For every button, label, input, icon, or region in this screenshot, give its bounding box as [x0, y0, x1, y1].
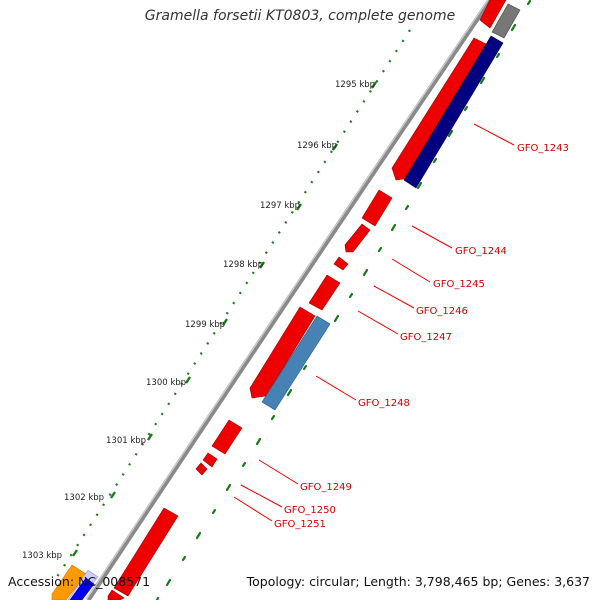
gene-label[interactable]: GFO_1244 — [455, 246, 507, 257]
inner-tick — [447, 129, 454, 138]
ruler-tick — [185, 376, 191, 384]
ruler-tick — [332, 143, 338, 151]
ruler-label: 1299 kbp — [185, 320, 225, 330]
inner-tick — [270, 414, 276, 421]
callout-line — [357, 310, 399, 335]
reverse-gene[interactable] — [261, 315, 331, 411]
ruler-tick — [371, 81, 377, 89]
inner-tick — [348, 292, 354, 299]
gene-label[interactable]: GFO_1251 — [274, 519, 326, 530]
gene-label[interactable]: GFO_1243 — [517, 143, 569, 154]
gene-label[interactable]: GFO_1247 — [400, 332, 452, 343]
inner-tick — [211, 508, 217, 515]
inner-tick — [333, 314, 340, 323]
ruler-tick — [110, 491, 116, 499]
gene-label[interactable]: GFO_1245 — [433, 279, 485, 290]
forward-gene[interactable] — [308, 274, 341, 311]
gene-label[interactable]: GFO_1246 — [416, 306, 468, 317]
ruler-track — [54, 29, 411, 581]
inner-tick — [225, 483, 232, 492]
inner-tick — [526, 0, 532, 6]
inner-tick — [302, 364, 308, 371]
callout-line — [411, 225, 453, 249]
inner-tick-track — [155, 0, 532, 600]
inner-tick — [510, 23, 517, 32]
ruler-label: 1300 kbp — [146, 378, 186, 388]
forward-gene[interactable] — [391, 37, 491, 181]
inner-tick — [241, 461, 247, 468]
inner-tick — [479, 76, 486, 85]
inner-tick — [432, 157, 438, 164]
inner-tick — [362, 268, 369, 277]
ruler-tick — [259, 261, 265, 269]
callout-line — [373, 285, 415, 309]
forward-gene[interactable] — [195, 462, 208, 476]
reverse-gene[interactable] — [491, 3, 521, 39]
genome-backbone — [85, 0, 493, 600]
callout-line — [240, 484, 283, 508]
callout-line — [258, 459, 299, 485]
inner-tick — [416, 181, 423, 190]
ruler-label: 1297 kbp — [260, 201, 300, 211]
ruler-label: 1302 kbp — [64, 493, 104, 503]
inner-tick — [377, 246, 383, 253]
inner-tick — [255, 437, 262, 446]
ruler-major-ticks — [72, 81, 377, 557]
ruler-label: 1298 kbp — [223, 260, 263, 270]
forward-gene[interactable] — [202, 452, 218, 468]
forward-gene[interactable] — [361, 189, 393, 227]
ruler-tick — [296, 203, 302, 211]
callout-line — [473, 123, 515, 146]
inner-tick — [165, 578, 172, 587]
inner-tick — [404, 204, 410, 211]
forward-gene[interactable] — [249, 306, 316, 399]
ruler-tick — [72, 549, 78, 557]
ruler-label: 1295 kbp — [335, 80, 375, 90]
callout-line — [315, 375, 357, 401]
inner-tick — [195, 531, 202, 540]
reverse-genes — [51, 3, 521, 600]
ruler-label: 1303 kbp — [22, 551, 62, 561]
inner-tick — [286, 388, 293, 397]
ruler-label: 1296 kbp — [297, 141, 337, 151]
forward-genes — [107, 0, 507, 600]
gene-label[interactable]: GFO_1250 — [284, 505, 336, 516]
inner-tick — [463, 105, 469, 112]
reverse-gene[interactable] — [69, 577, 95, 600]
inner-tick — [390, 223, 397, 232]
callout-lines — [233, 123, 515, 522]
callout-line — [233, 496, 273, 522]
forward-gene[interactable] — [333, 256, 349, 271]
forward-gene[interactable] — [344, 223, 371, 253]
callout-line — [391, 258, 431, 283]
gene-label[interactable]: GFO_1248 — [358, 398, 410, 409]
gene-label[interactable]: GFO_1249 — [300, 482, 352, 493]
accession-text: Accession: NC_008571 — [8, 574, 151, 589]
ruler-tick — [222, 318, 228, 326]
ruler-tick — [147, 433, 153, 441]
reverse-gene[interactable] — [403, 35, 504, 189]
reverse-gene[interactable] — [51, 564, 87, 600]
genome-backbone-highlight — [85, 0, 489, 600]
forward-gene[interactable] — [107, 589, 125, 600]
topology-text: Topology: circular; Length: 3,798,465 bp… — [246, 574, 590, 589]
inner-tick — [495, 52, 501, 59]
forward-gene[interactable] — [113, 507, 179, 597]
ruler-label: 1301 kbp — [106, 436, 146, 446]
map-title: Gramella forsetii KT0803, complete genom… — [144, 8, 456, 24]
forward-gene[interactable] — [211, 419, 243, 455]
forward-gene[interactable] — [479, 0, 507, 29]
inner-tick — [181, 555, 187, 562]
